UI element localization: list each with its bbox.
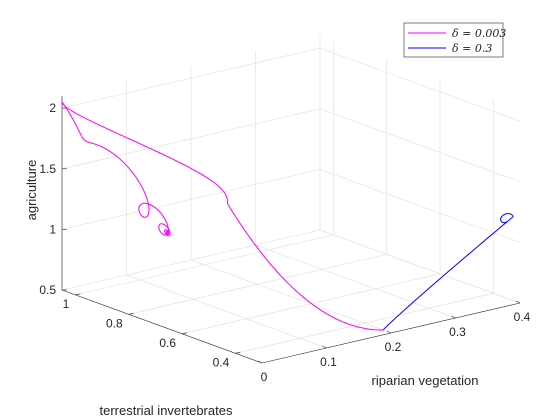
- legend-box: [403, 22, 504, 58]
- legend-entry-series-2: δ = 0.3: [452, 42, 492, 55]
- z-tick-label-1: 1: [49, 222, 56, 236]
- x-tick-mark-3: [75, 293, 81, 296]
- x-axis-line: [61, 289, 263, 364]
- z-tick-label-3: 2: [49, 101, 56, 115]
- y-tick-label-3: 0.3: [449, 325, 466, 339]
- grid-line-y-4-floor: [319, 229, 521, 304]
- y-tick-mark-3: [451, 315, 456, 319]
- grid-line-z-3-wall-y: [319, 47, 521, 122]
- axes-layer: [61, 96, 521, 364]
- y-tick-mark-4: [515, 300, 521, 304]
- grid-line-z-2-wall-x: [61, 108, 321, 170]
- grid-line-z-1-wall-y: [319, 169, 521, 243]
- x-tick-label-0: 0.4: [213, 355, 230, 369]
- series-line-delta-0-003: [61, 101, 384, 331]
- y-axis-label: riparian vegetation: [372, 373, 479, 388]
- x-tick-label-2: 0.8: [106, 316, 123, 330]
- x-tick-mark-1: [181, 332, 188, 335]
- y-tick-label-0: 0: [261, 370, 268, 384]
- z-tick-label-0: 0.5: [39, 283, 56, 297]
- y-tick-label-4: 0.4: [514, 310, 531, 324]
- grid-line-z-2-wall-y: [319, 108, 521, 183]
- grid-line-y-2-floor: [190, 259, 392, 334]
- y-tick-mark-1: [322, 345, 327, 349]
- grid-line-z-1-wall-x: [61, 169, 321, 230]
- z-axis-label: agriculture: [24, 160, 39, 221]
- y-tick-mark-2: [386, 330, 392, 334]
- legend-entry-series-1: δ = 0.003: [452, 27, 506, 40]
- curves-layer: [61, 101, 514, 331]
- grid-line-y-3-floor: [255, 244, 456, 319]
- grid-line-y-1-floor: [126, 274, 327, 349]
- x-axis-label: terrestrial invertebrates: [100, 403, 233, 418]
- tick-labels: 0.4 0.6 0.8 1 0 0.1 0.2 0.3 0.4 0.5 1 1.5 2: [39, 101, 530, 384]
- series-line-delta-0-3: [382, 213, 514, 331]
- x-tick-label-1: 0.6: [159, 336, 176, 350]
- legend: δ = 0.003 δ = 0.3: [403, 22, 506, 58]
- z-tick-label-2: 1.5: [39, 162, 56, 176]
- grid-line-z-3-wall-x: [61, 47, 321, 109]
- y-tick-mark-0: [257, 360, 263, 364]
- x-tick-label-3: 1: [63, 297, 70, 311]
- y-tick-label-2: 0.2: [385, 340, 402, 354]
- y-tick-label-1: 0.1: [320, 355, 337, 369]
- x-tick-mark-2: [128, 313, 134, 315]
- x-tick-mark-0: [235, 352, 241, 354]
